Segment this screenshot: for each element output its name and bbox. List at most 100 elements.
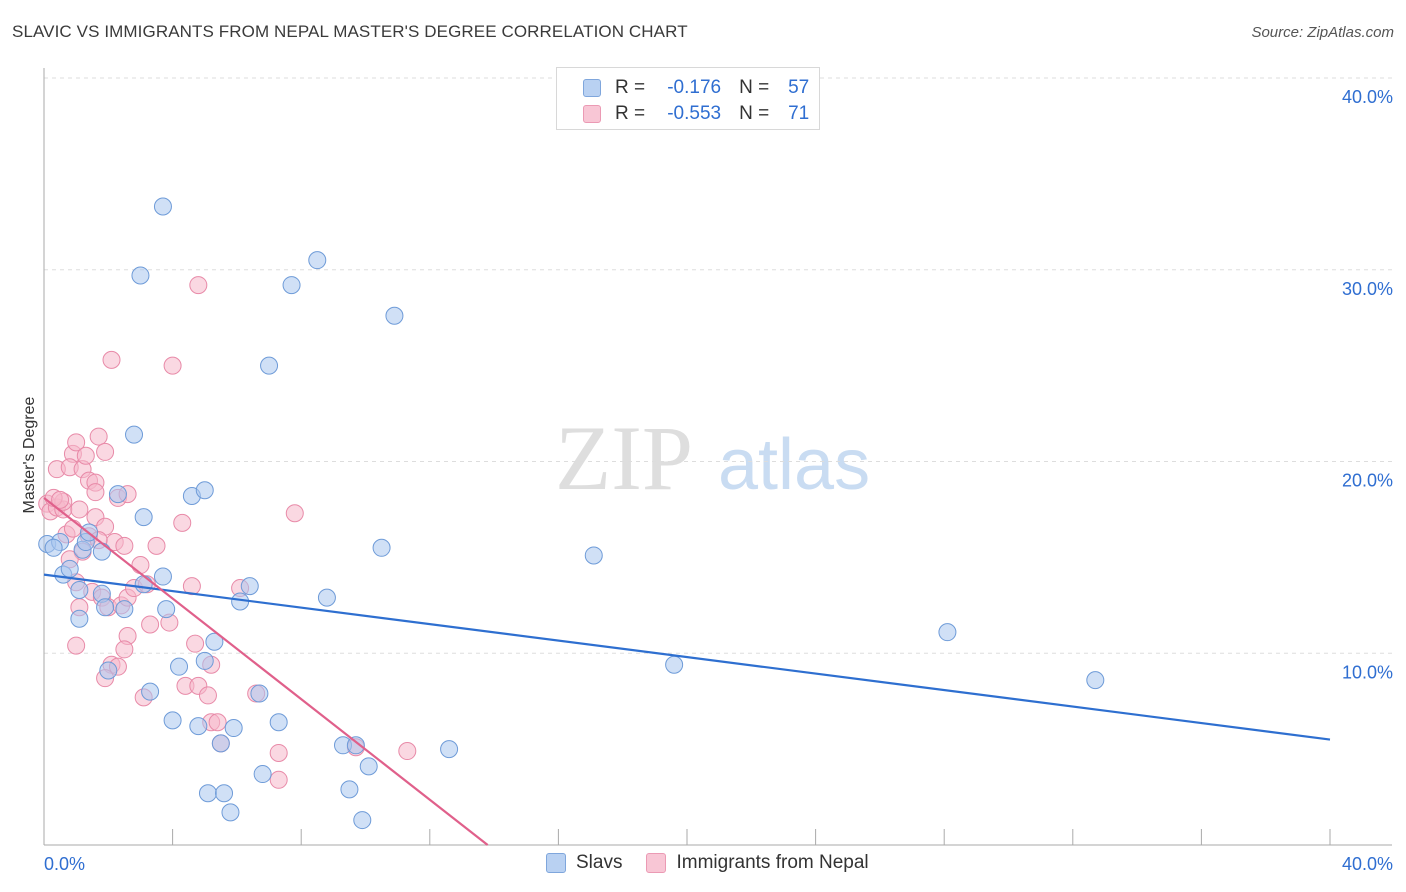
nepal-point xyxy=(115,536,134,555)
slavs-point xyxy=(134,508,153,527)
slavs-point xyxy=(224,719,243,738)
y-axis-label: Master's Degree xyxy=(21,396,38,513)
x-axis-ticks xyxy=(172,829,1331,845)
series-legend-swatch-slavs xyxy=(546,853,566,873)
trend-lines xyxy=(43,497,1331,846)
nepal-point xyxy=(70,500,89,519)
slavs-point xyxy=(440,740,459,759)
nepal-point xyxy=(269,770,288,789)
nepal-point xyxy=(131,556,150,575)
slavs-point xyxy=(340,780,359,799)
legend-n-label-slavs: N = xyxy=(739,77,770,98)
watermark-zip: ZIP xyxy=(555,407,693,509)
slavs-point xyxy=(359,757,378,776)
x-axis-tick-labels: 0.0% 40.0% xyxy=(44,854,1393,874)
nepal-point xyxy=(86,483,105,502)
slavs-point xyxy=(1086,671,1105,690)
slavs-point xyxy=(163,711,182,730)
grid-lines xyxy=(44,77,1392,654)
slavs-point xyxy=(141,682,160,701)
nepal-point xyxy=(163,356,182,375)
legend-r-value-slavs: -0.176 xyxy=(667,77,722,98)
legend-row-nepal: R = -0.553 N = 71 xyxy=(583,102,809,126)
nepal-point xyxy=(189,276,208,295)
slavs-point xyxy=(308,251,327,270)
slavs-point xyxy=(108,485,127,504)
y-tick-label: 20.0% xyxy=(1342,471,1393,491)
y-axis-tick-labels: 10.0% 20.0% 30.0% 40.0% xyxy=(1342,87,1393,682)
slavs-point xyxy=(70,580,89,599)
slavs-point xyxy=(198,784,217,803)
slavs-point xyxy=(189,717,208,736)
slavs-point xyxy=(205,632,224,651)
slavs-point xyxy=(240,577,259,596)
slavs-points xyxy=(38,197,1105,830)
slavs-point xyxy=(195,651,214,670)
slavs-point xyxy=(92,542,111,561)
nepal-point xyxy=(51,490,70,509)
series-legend-label-nepal: Immigrants from Nepal xyxy=(676,852,869,873)
nepal-point xyxy=(67,433,86,452)
slavs-point xyxy=(346,736,365,755)
legend-r-label-nepal: R = xyxy=(615,103,646,124)
nepal-point xyxy=(147,536,166,555)
series-legend: Slavs Immigrants from Nepal xyxy=(546,852,869,874)
correlation-legend: R = -0.176 N = 57 R = -0.553 N = 71 xyxy=(556,67,820,130)
series-legend-swatch-nepal xyxy=(646,853,667,873)
nepal-point xyxy=(208,713,227,732)
nepal-point xyxy=(269,743,288,762)
slavs-point xyxy=(70,609,89,628)
slavs-point xyxy=(195,481,214,500)
slavs-point xyxy=(317,588,336,607)
legend-row-slavs: R = -0.176 N = 57 xyxy=(583,76,809,100)
nepal-point xyxy=(89,427,108,446)
slavs-point xyxy=(125,425,144,444)
nepal-point xyxy=(285,504,304,523)
slavs-point xyxy=(115,600,134,619)
nepal-point xyxy=(115,640,134,659)
slavs-point xyxy=(60,559,79,578)
legend-swatch-nepal xyxy=(583,105,601,123)
slavs-point xyxy=(131,266,150,285)
slavs-point xyxy=(221,803,240,822)
nepal-point xyxy=(102,350,121,369)
slavs-point xyxy=(153,567,172,586)
source-label: Source: ZipAtlas.com xyxy=(1251,24,1394,41)
nepal-point xyxy=(76,446,95,465)
slavs-point xyxy=(170,657,189,676)
series-legend-label-slavs: Slavs xyxy=(576,852,623,873)
y-tick-label: 40.0% xyxy=(1342,87,1393,107)
slavs-trend-line xyxy=(43,573,1331,741)
slavs-point xyxy=(99,661,118,680)
slavs-point xyxy=(372,538,391,557)
y-tick-label: 30.0% xyxy=(1342,279,1393,299)
slavs-point xyxy=(253,765,272,784)
legend-n-value-slavs: 57 xyxy=(788,77,810,98)
slavs-point xyxy=(157,600,176,619)
legend-r-label-slavs: R = xyxy=(615,77,646,98)
slavs-point xyxy=(385,306,404,325)
slavs-point xyxy=(665,655,684,674)
slavs-point xyxy=(134,575,153,594)
slavs-point xyxy=(44,538,63,557)
nepal-point xyxy=(198,686,217,705)
slavs-point xyxy=(938,623,957,642)
legend-swatch-slavs xyxy=(583,79,601,97)
slavs-point xyxy=(215,784,234,803)
slavs-point xyxy=(282,276,301,295)
nepal-point xyxy=(186,634,205,653)
legend-r-value-nepal: -0.553 xyxy=(667,103,722,124)
slavs-point xyxy=(211,734,230,753)
slavs-point xyxy=(250,684,269,703)
slavs-point xyxy=(269,713,288,732)
nepal-point xyxy=(67,636,86,655)
y-tick-label: 10.0% xyxy=(1342,662,1393,682)
nepal-point xyxy=(398,742,417,761)
nepal-point xyxy=(173,513,192,532)
nepal-point xyxy=(141,615,160,634)
slavs-point xyxy=(96,598,115,617)
watermark-atlas: atlas xyxy=(718,425,870,505)
nepal-point xyxy=(63,519,82,538)
slavs-point xyxy=(584,546,603,565)
